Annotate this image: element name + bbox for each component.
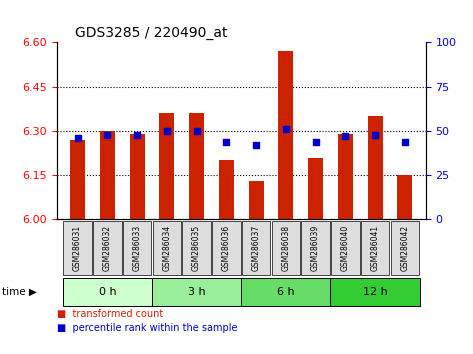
Text: GSM286031: GSM286031 [73, 225, 82, 271]
Point [282, 126, 289, 132]
Text: 0 h: 0 h [98, 287, 116, 297]
Bar [70, 140, 85, 219]
Text: GSM286033: GSM286033 [132, 225, 141, 271]
Text: GSM286040: GSM286040 [341, 225, 350, 271]
FancyBboxPatch shape [212, 221, 241, 275]
Text: GSM286032: GSM286032 [103, 225, 112, 271]
FancyBboxPatch shape [361, 221, 389, 275]
Text: 6 h: 6 h [277, 287, 295, 297]
Bar [397, 175, 412, 219]
FancyBboxPatch shape [63, 278, 152, 306]
Point [223, 139, 230, 144]
FancyBboxPatch shape [63, 221, 92, 275]
Text: 3 h: 3 h [188, 287, 205, 297]
Point [163, 128, 171, 134]
Bar [100, 131, 115, 219]
Bar [159, 113, 174, 219]
Bar [279, 51, 293, 219]
Bar [338, 134, 353, 219]
Text: GSM286037: GSM286037 [252, 225, 261, 271]
FancyBboxPatch shape [93, 221, 122, 275]
Text: ■  transformed count: ■ transformed count [57, 309, 163, 319]
Point [133, 132, 141, 137]
Bar [249, 181, 263, 219]
Text: ■  percentile rank within the sample: ■ percentile rank within the sample [57, 323, 237, 333]
Point [252, 142, 260, 148]
Point [401, 139, 409, 144]
Text: 12 h: 12 h [363, 287, 387, 297]
FancyBboxPatch shape [123, 221, 151, 275]
FancyBboxPatch shape [301, 221, 330, 275]
Bar [189, 113, 204, 219]
Text: GSM286042: GSM286042 [400, 225, 409, 271]
Point [193, 128, 201, 134]
FancyBboxPatch shape [153, 221, 181, 275]
Text: GSM286039: GSM286039 [311, 225, 320, 271]
Point [342, 133, 349, 139]
FancyBboxPatch shape [272, 221, 300, 275]
FancyBboxPatch shape [331, 278, 420, 306]
FancyBboxPatch shape [391, 221, 419, 275]
FancyBboxPatch shape [152, 278, 241, 306]
Text: GSM286036: GSM286036 [222, 225, 231, 271]
Bar [219, 160, 234, 219]
FancyBboxPatch shape [242, 221, 271, 275]
Point [104, 132, 111, 137]
Point [74, 135, 81, 141]
Bar [130, 134, 145, 219]
FancyBboxPatch shape [182, 221, 211, 275]
Text: GSM286041: GSM286041 [371, 225, 380, 271]
Text: time ▶: time ▶ [2, 287, 37, 297]
Text: GSM286034: GSM286034 [162, 225, 171, 271]
FancyBboxPatch shape [331, 221, 359, 275]
Bar [368, 116, 383, 219]
Text: GSM286038: GSM286038 [281, 225, 290, 271]
FancyBboxPatch shape [241, 278, 331, 306]
Text: GDS3285 / 220490_at: GDS3285 / 220490_at [75, 26, 228, 40]
Point [371, 132, 379, 137]
Bar [308, 158, 323, 219]
Point [312, 139, 319, 144]
Text: GSM286035: GSM286035 [192, 225, 201, 271]
